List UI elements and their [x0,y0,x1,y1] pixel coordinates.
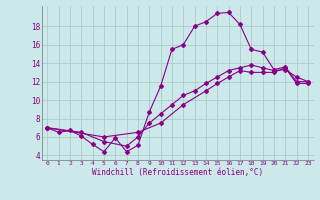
X-axis label: Windchill (Refroidissement éolien,°C): Windchill (Refroidissement éolien,°C) [92,168,263,177]
